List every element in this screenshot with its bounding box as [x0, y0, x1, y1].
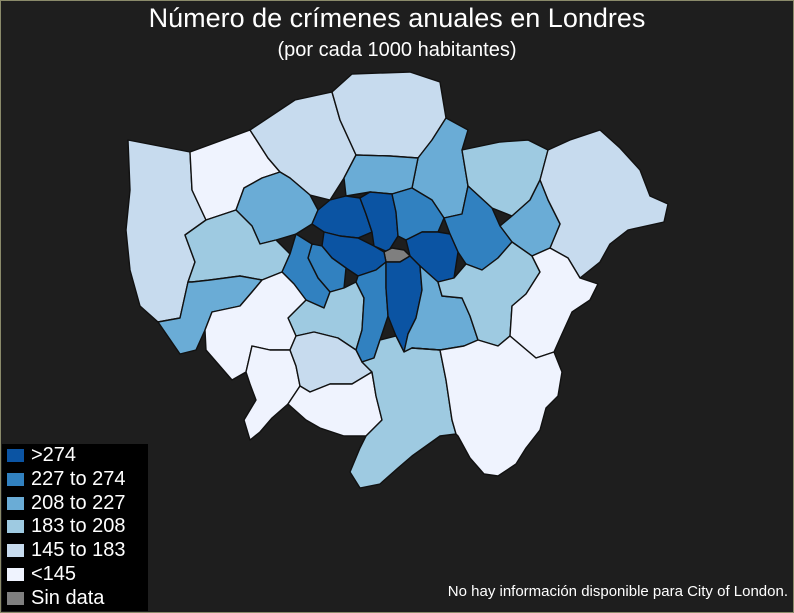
borough-kingston[interactable] [243, 345, 301, 441]
legend-swatch [7, 592, 24, 605]
legend-swatch [7, 544, 24, 557]
map-title: Número de crímenes anuales en Londres [148, 3, 646, 33]
legend-label: 208 to 227 [31, 492, 126, 514]
legend-label: 183 to 208 [31, 515, 126, 537]
legend-swatch [7, 473, 24, 486]
map-subtitle: (por cada 1000 habitantes) [277, 39, 517, 61]
borough-croydon[interactable] [349, 335, 457, 489]
legend-swatch [7, 497, 24, 510]
borough-islington[interactable] [359, 191, 399, 253]
legend-label: >274 [31, 444, 77, 466]
legend-swatch [7, 568, 24, 581]
legend-label: 145 to 183 [31, 539, 126, 561]
legend-label: 227 to 274 [31, 468, 126, 490]
borough-bromley[interactable] [411, 335, 563, 477]
no-data-note: No hay información disponible para City … [447, 583, 788, 600]
borough-bexley[interactable] [509, 247, 599, 359]
borough-barnet[interactable] [249, 91, 357, 201]
legend-swatch [7, 520, 24, 533]
legend: >274 227 to 274 208 to 227 183 to 208 14… [2, 444, 148, 611]
legend-label: <145 [31, 563, 77, 585]
legend-label: Sin data [31, 587, 105, 609]
legend-swatch [7, 449, 24, 462]
